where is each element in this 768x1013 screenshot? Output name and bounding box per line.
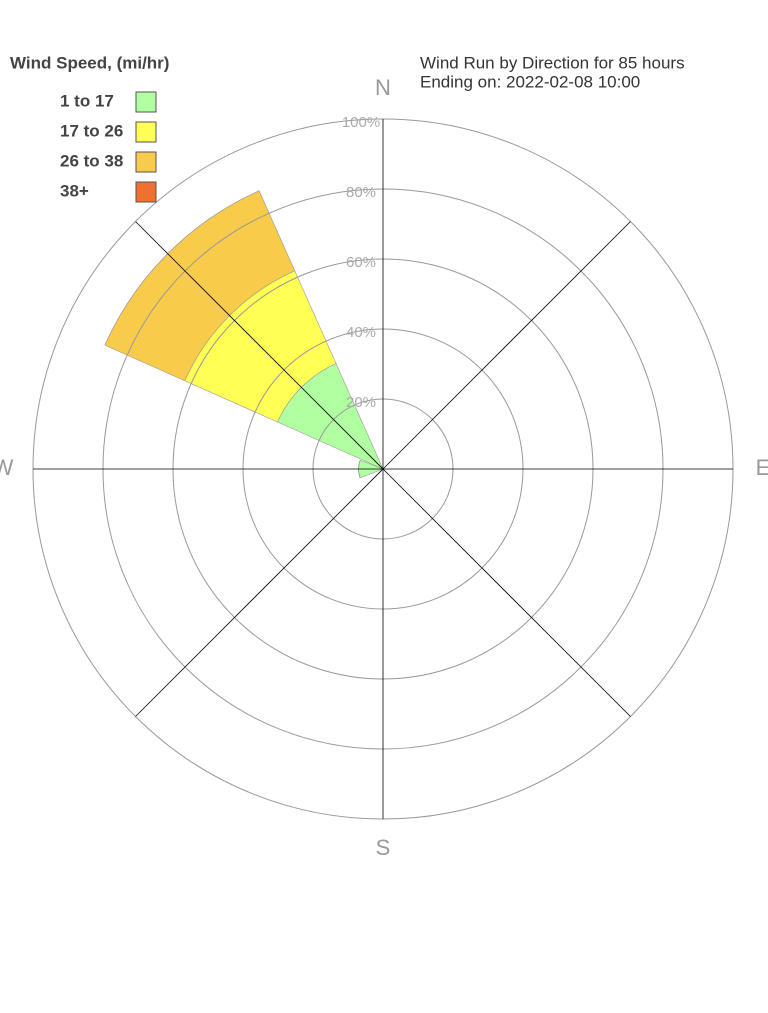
- direction-label: S: [376, 835, 391, 860]
- legend-label: 26 to 38: [60, 151, 123, 170]
- direction-label: W: [0, 455, 14, 480]
- spoke: [382, 468, 631, 717]
- r-tick-label: 80%: [346, 184, 376, 201]
- chart-title: Wind Run by Direction for 85 hours: [420, 53, 685, 72]
- legend-title: Wind Speed, (mi/hr): [10, 53, 169, 72]
- direction-label: E: [756, 455, 768, 480]
- legend-swatch: [135, 151, 157, 173]
- spoke: [382, 221, 631, 470]
- legend-swatch: [135, 181, 157, 203]
- spoke: [135, 221, 384, 470]
- r-tick-label: 20%: [346, 394, 376, 411]
- legend-label: 17 to 26: [60, 121, 123, 140]
- r-tick-label: 60%: [346, 254, 376, 271]
- r-tick-label: 100%: [342, 114, 380, 131]
- sector: [358, 460, 361, 478]
- spoke: [135, 468, 384, 717]
- direction-label: N: [375, 75, 391, 100]
- r-tick-label: 40%: [346, 324, 376, 341]
- chart-subtitle: Ending on: 2022-02-08 10:00: [420, 72, 640, 91]
- legend-label: 1 to 17: [60, 91, 114, 110]
- legend-label: 38+: [60, 181, 89, 200]
- legend-swatch: [135, 121, 157, 143]
- legend-swatch: [135, 91, 157, 113]
